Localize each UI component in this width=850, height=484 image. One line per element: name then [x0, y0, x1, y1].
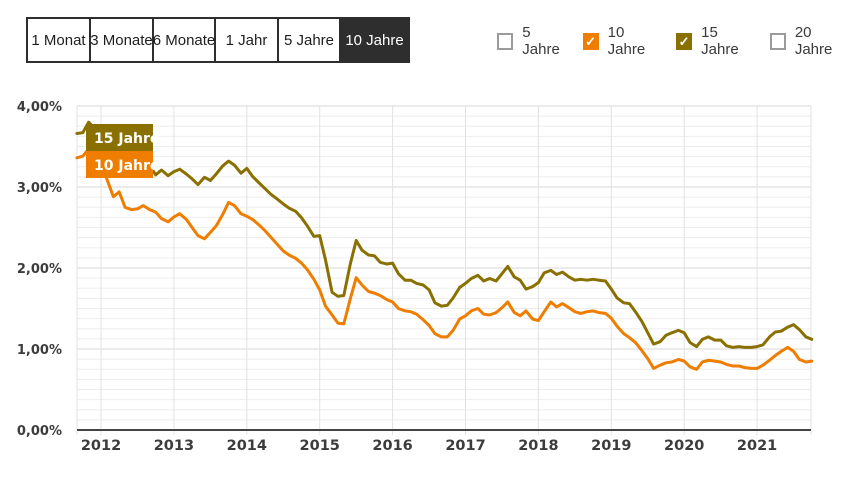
series-line-10-jahre [75, 147, 814, 371]
series-toggle-20-jahre[interactable]: 20 Jahre [769, 24, 850, 58]
series-toggle-5-jahre[interactable]: 5 Jahre [497, 24, 570, 58]
period-button-1-monat[interactable]: 1 Monat [28, 19, 91, 61]
chart-plot-area[interactable] [77, 106, 811, 430]
checkbox-icon-10-jahre-checked[interactable]: ✓ [582, 32, 599, 50]
checkbox-icon-20-jahre-unchecked[interactable] [769, 32, 786, 50]
checkbox-icon-5-jahre-unchecked[interactable] [497, 32, 514, 50]
period-button-6-monate[interactable]: 6 Monate [153, 19, 216, 61]
x-axis-tick-label-2017: 2017 [445, 438, 485, 454]
series-badge-15-jahre [86, 124, 153, 151]
period-button-5-jahre[interactable]: 5 Jahre [279, 19, 341, 61]
series-toggle-label: 10 Jahre [607, 24, 646, 58]
period-button-10-jahre[interactable]: 10 Jahre [341, 19, 408, 61]
series-toggle-bar: 5 Jahre ✓ 10 Jahre ✓ 15 Jahre 20 Jahre [497, 24, 850, 58]
x-axis-tick-label-2012: 2012 [81, 438, 121, 454]
period-button-bar: 1 Monat 3 Monate 6 Monate 1 Jahr 5 Jahre 10 J… [26, 17, 410, 63]
series-badge-label: 10 Jahre [94, 158, 159, 174]
y-axis-tick-label: 1,00% [17, 343, 62, 358]
y-axis-tick-label: 2,00% [17, 262, 62, 277]
x-axis-tick-label-2015: 2015 [300, 438, 340, 454]
series-toggle-label: 5 Jahre [522, 24, 560, 58]
x-axis-tick-label-2013: 2013 [154, 438, 194, 454]
rate-chart: 4,00% 3,00% 2,00% 1,00% 0,00% 2012 2013 2014 201… [17, 100, 814, 454]
x-axis-tick-label-2020: 2020 [664, 438, 704, 454]
y-axis-tick-label: 3,00% [17, 181, 62, 196]
series-toggle-label: 20 Jahre [794, 24, 833, 58]
series-toggle-10-jahre[interactable]: ✓ 10 Jahre [582, 24, 663, 58]
x-axis-tick-label-2019: 2019 [591, 438, 631, 454]
x-axis-tick-label-2014: 2014 [227, 438, 267, 454]
series-badge-10-jahre [86, 151, 153, 178]
series-line-15-jahre [75, 120, 814, 349]
y-axis-tick-label: 4,00% [17, 100, 62, 115]
series-badge-label: 15 Jahre [94, 131, 159, 147]
period-button-3-monate[interactable]: 3 Monate [90, 19, 154, 61]
series-toggle-15-jahre[interactable]: ✓ 15 Jahre [676, 24, 756, 58]
series-toggle-label: 15 Jahre [701, 24, 739, 58]
x-axis-tick-label-2021: 2021 [737, 438, 777, 454]
y-axis-tick-label: 0,00% [17, 424, 62, 439]
period-button-1-jahr[interactable]: 1 Jahr [216, 19, 279, 61]
x-axis-tick-label-2018: 2018 [518, 438, 558, 454]
x-axis-tick-label-2016: 2016 [372, 438, 412, 454]
checkbox-icon-15-jahre-checked[interactable]: ✓ [676, 32, 693, 50]
